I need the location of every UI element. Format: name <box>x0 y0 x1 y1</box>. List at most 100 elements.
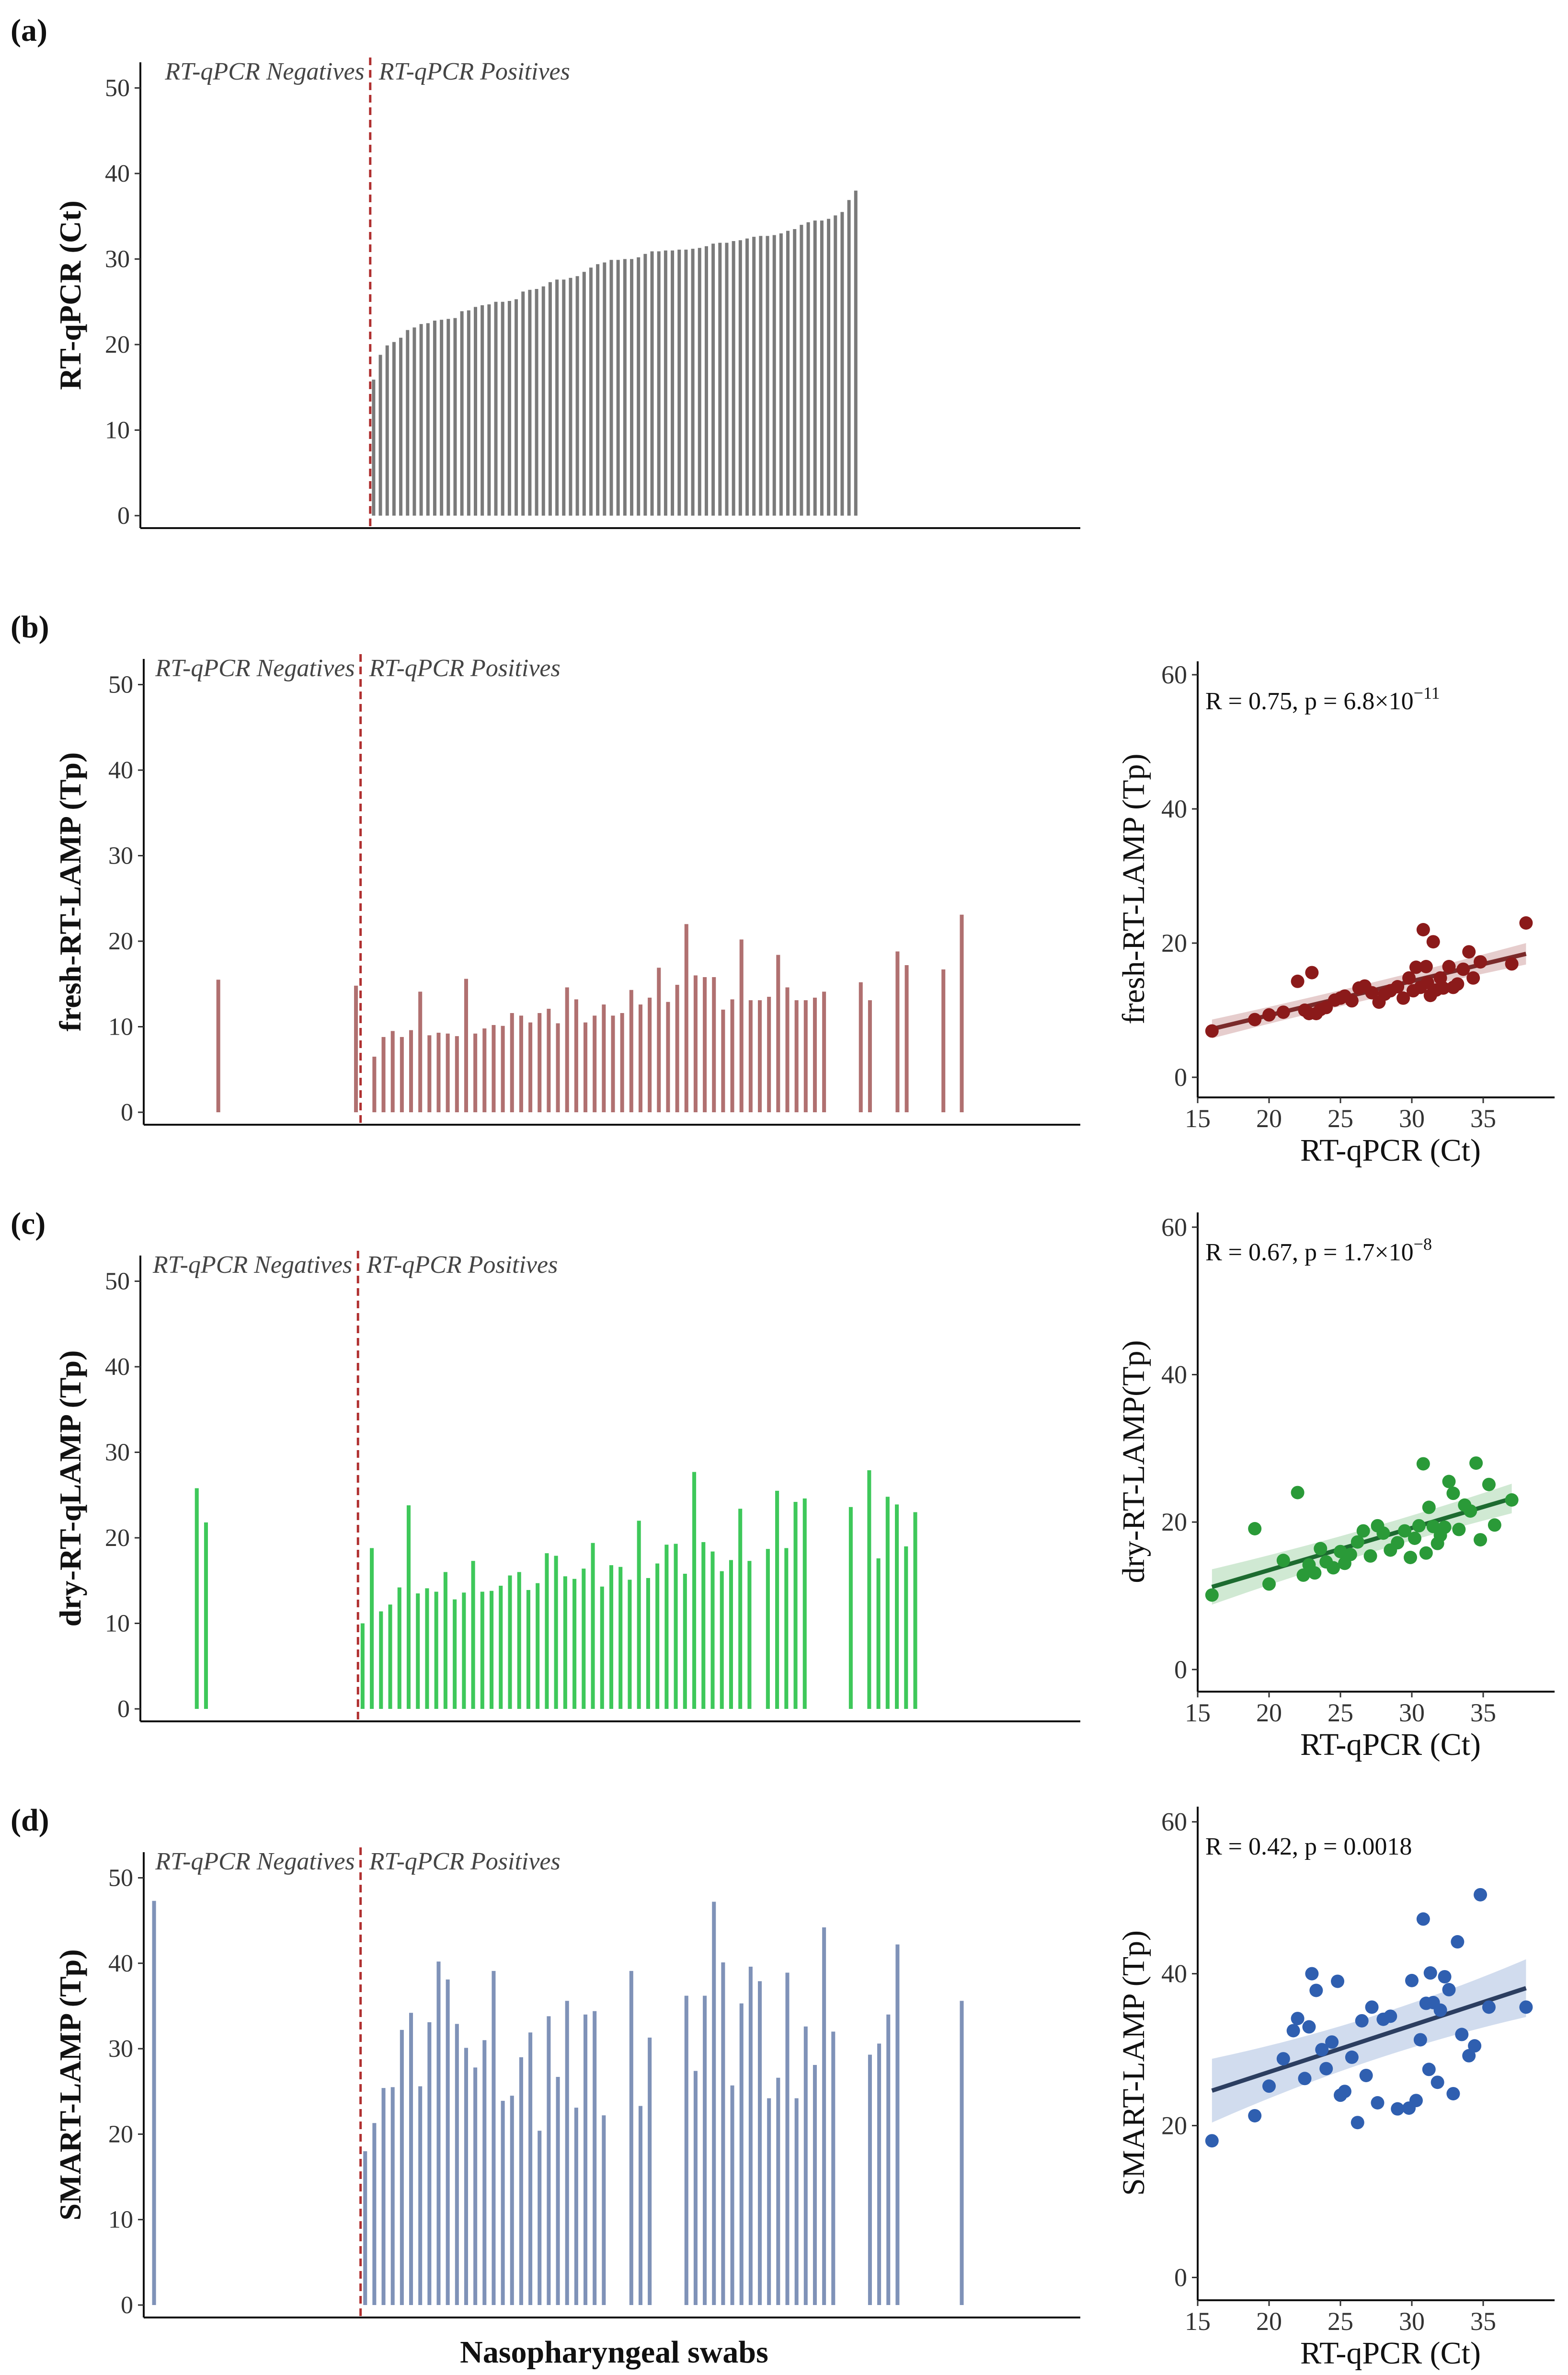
bar <box>519 2057 523 2305</box>
bar <box>813 220 817 516</box>
bar <box>473 1033 478 1112</box>
bar <box>416 1593 420 1709</box>
data-point <box>1276 2052 1290 2066</box>
data-point <box>1315 2043 1329 2057</box>
bar <box>510 2096 514 2305</box>
bar <box>620 1013 624 1112</box>
bar <box>692 1472 697 1709</box>
x-tick-label: 15 <box>1185 2307 1211 2336</box>
bar <box>960 2001 964 2305</box>
bar <box>638 2106 642 2305</box>
region-label-negatives: RT-qPCR Negatives <box>155 655 355 682</box>
data-point <box>1462 945 1476 959</box>
bar <box>556 1023 560 1112</box>
x-tick-label: 25 <box>1328 2307 1353 2336</box>
data-point <box>1384 2009 1397 2023</box>
bar <box>648 2037 652 2305</box>
bar <box>406 1505 411 1709</box>
bar <box>582 272 586 516</box>
bar <box>623 259 627 516</box>
bar <box>772 235 776 516</box>
data-point <box>1408 1532 1421 1545</box>
bar <box>499 1585 503 1709</box>
bar <box>629 990 633 1112</box>
bar <box>703 1995 707 2305</box>
data-point <box>1331 1974 1345 1988</box>
data-point <box>1423 1966 1437 1980</box>
data-point <box>1205 1024 1219 1038</box>
bar <box>877 2043 881 2305</box>
region-label-positives: RT-qPCR Positives <box>378 58 570 85</box>
bar <box>609 1565 614 1709</box>
bar <box>372 380 376 516</box>
data-point <box>1442 1475 1456 1488</box>
bar-chart-d: 0 10 20 30 40 50 SMART-LAMP (Tp) RT-qPCR Negati… <box>53 1847 1080 2319</box>
y-tick-label: 20 <box>108 928 133 955</box>
data-point <box>1482 2000 1496 2014</box>
data-point <box>1391 980 1405 993</box>
x-tick-label: 35 <box>1470 2307 1496 2336</box>
data-point <box>1371 2096 1385 2110</box>
bar <box>521 291 525 516</box>
data-point <box>1466 971 1480 985</box>
bar <box>657 968 661 1112</box>
y-tick-label: 0 <box>1174 1063 1187 1092</box>
bar <box>584 2014 588 2305</box>
y-tick-label: 30 <box>108 842 133 870</box>
bar <box>784 1548 789 1709</box>
data-point <box>1305 966 1319 980</box>
bar <box>895 951 900 1112</box>
bar <box>693 2071 698 2305</box>
y-axis-label: RT-qPCR (Ct) <box>53 200 87 390</box>
panel-label-b: (b) <box>11 610 49 645</box>
bar <box>813 2064 817 2305</box>
bar <box>847 200 851 516</box>
bar <box>378 355 382 516</box>
region-label-positives: RT-qPCR Positives <box>369 1848 561 1875</box>
bar <box>822 1927 826 2305</box>
y-tick-label: 0 <box>1174 1655 1187 1684</box>
bar <box>684 1995 688 2305</box>
bar <box>572 1579 577 1709</box>
bar <box>455 1036 459 1112</box>
bar <box>885 1497 890 1709</box>
bar <box>802 1498 807 1709</box>
bar <box>725 242 729 516</box>
bar <box>820 220 824 516</box>
data-point <box>1419 960 1433 973</box>
bar <box>739 2003 744 2305</box>
data-point <box>1436 981 1450 995</box>
bar <box>785 1972 790 2305</box>
y-tick-label: 30 <box>108 2035 133 2063</box>
data-point <box>1286 2024 1300 2038</box>
bar <box>664 1545 669 1709</box>
bar <box>501 301 504 516</box>
data-point <box>1456 962 1470 976</box>
data-point <box>1262 2079 1276 2093</box>
y-tick-label: 10 <box>105 1610 130 1637</box>
bar <box>611 1015 615 1112</box>
bar <box>390 1031 395 1112</box>
data-point <box>1419 1546 1433 1560</box>
data-point <box>1446 2087 1460 2100</box>
bar <box>609 260 613 516</box>
data-point <box>1469 1456 1483 1470</box>
bar <box>536 1583 540 1709</box>
bar <box>602 1004 606 1112</box>
data-point <box>1351 2116 1364 2130</box>
bar <box>628 1579 632 1709</box>
x-axis-title: Nasopharyngeal swabs <box>460 2335 768 2370</box>
bar <box>748 1966 753 2305</box>
y-tick-label: 0 <box>121 2292 133 2319</box>
data-point <box>1438 1970 1452 1983</box>
data-point <box>1291 2012 1305 2026</box>
y-tick-label: 40 <box>1161 1960 1187 1988</box>
bar <box>698 248 701 516</box>
bar <box>562 279 566 516</box>
bar <box>418 2086 423 2305</box>
bar <box>409 2013 413 2305</box>
bar <box>526 1590 530 1709</box>
data-point <box>1468 2039 1482 2053</box>
data-point <box>1488 1518 1501 1532</box>
correlation-annotation: R = 0.75, p = 6.8×10−11 <box>1205 683 1440 715</box>
